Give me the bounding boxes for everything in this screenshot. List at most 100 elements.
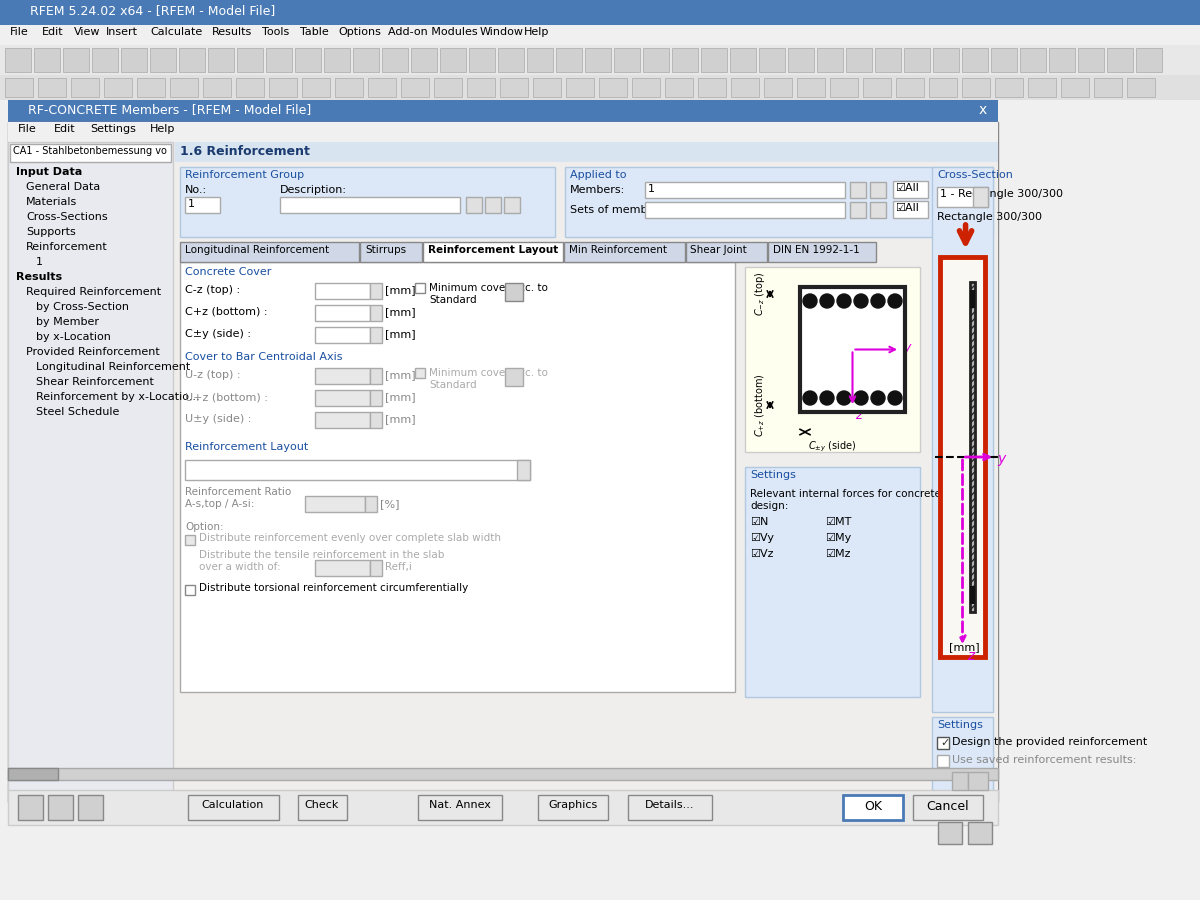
Text: Settings: Settings	[90, 124, 136, 134]
Bar	[0, 75, 1200, 100]
Text: Required Reinforcement: Required Reinforcement	[26, 287, 161, 297]
Bar	[8, 142, 173, 802]
Bar	[1061, 78, 1090, 97]
Text: Cross-Sections: Cross-Sections	[26, 212, 108, 222]
Bar	[937, 187, 988, 207]
Bar	[121, 48, 148, 72]
Text: 40.0: 40.0	[318, 414, 343, 424]
Text: Distribute the tensile reinforcement in the slab: Distribute the tensile reinforcement in …	[199, 550, 444, 560]
Bar	[968, 822, 992, 844]
Bar	[870, 182, 886, 198]
Text: C±y (side) :: C±y (side) :	[185, 329, 251, 339]
Bar	[185, 535, 194, 545]
Bar	[1127, 78, 1154, 97]
Text: Reinforcement Layout: Reinforcement Layout	[428, 245, 558, 255]
Circle shape	[820, 294, 834, 308]
Text: Calculate: Calculate	[150, 27, 203, 37]
Bar	[1136, 48, 1162, 72]
Bar	[38, 78, 66, 97]
Bar	[314, 560, 370, 576]
Bar	[517, 460, 530, 480]
Text: Options: Options	[338, 27, 380, 37]
Text: Shear Reinforcement: Shear Reinforcement	[36, 377, 154, 387]
Bar	[424, 242, 563, 262]
Text: 30.0: 30.0	[318, 285, 343, 295]
Text: [mm]: [mm]	[385, 307, 415, 317]
Text: Details...: Details...	[646, 800, 695, 810]
Bar	[415, 283, 425, 293]
Bar	[410, 48, 437, 72]
Text: Members:: Members:	[570, 185, 625, 195]
Bar	[370, 390, 382, 406]
Bar	[418, 795, 502, 820]
Bar	[34, 48, 60, 72]
Text: Add-on Modules: Add-on Modules	[388, 27, 478, 37]
Bar	[937, 737, 949, 749]
Bar	[434, 78, 462, 97]
Bar	[78, 795, 103, 820]
Circle shape	[854, 294, 868, 308]
Text: 1.6 Reinforcement: 1.6 Reinforcement	[180, 145, 310, 158]
Bar	[1094, 78, 1122, 97]
Bar	[632, 78, 660, 97]
Bar	[10, 144, 172, 162]
Text: Tools: Tools	[262, 27, 289, 37]
Text: -z (top) - +z (bottom) (optimized distribution): -z (top) - +z (bottom) (optimized distri…	[190, 462, 443, 472]
Bar	[236, 78, 264, 97]
Bar	[104, 78, 132, 97]
Bar	[370, 560, 382, 576]
Bar	[71, 78, 98, 97]
Bar	[0, 45, 1200, 75]
Text: ☑Vy: ☑Vy	[750, 533, 774, 543]
Bar	[8, 768, 58, 780]
Text: Distribute reinforcement evenly over complete slab width: Distribute reinforcement evenly over com…	[199, 533, 502, 543]
Bar	[586, 48, 611, 72]
Text: Reinforcement Layout: Reinforcement Layout	[185, 442, 308, 452]
Text: 40.0: 40.0	[318, 392, 343, 402]
Text: y: y	[904, 341, 911, 355]
Bar	[745, 267, 920, 452]
Bar	[527, 48, 553, 72]
Circle shape	[838, 294, 851, 308]
Text: Applied to: Applied to	[570, 170, 626, 180]
Text: U-z (top) :: U-z (top) :	[185, 370, 240, 380]
Bar	[180, 167, 554, 237]
Bar	[875, 48, 901, 72]
Bar	[280, 197, 460, 213]
Circle shape	[803, 391, 817, 405]
Text: Longitudinal Reinforcement: Longitudinal Reinforcement	[36, 362, 191, 372]
Bar	[934, 48, 959, 72]
Text: Standard: Standard	[430, 380, 476, 390]
Bar	[962, 48, 988, 72]
Text: by Cross-Section: by Cross-Section	[36, 302, 130, 312]
Bar	[185, 585, 194, 595]
Bar	[768, 242, 876, 262]
Bar	[314, 283, 370, 299]
Text: Cancel: Cancel	[926, 800, 970, 813]
Bar	[817, 48, 842, 72]
Bar	[505, 368, 523, 386]
Bar	[382, 48, 408, 72]
Bar	[208, 48, 234, 72]
Text: 30.0: 30.0	[318, 329, 343, 339]
Text: C+z (bottom) :: C+z (bottom) :	[185, 307, 268, 317]
Bar	[788, 48, 814, 72]
Bar	[830, 78, 858, 97]
Text: Use saved reinforcement results:: Use saved reinforcement results:	[952, 755, 1136, 765]
Bar	[932, 717, 994, 817]
Bar	[760, 48, 785, 72]
Bar	[269, 78, 298, 97]
Text: General Data: General Data	[26, 182, 101, 192]
Bar	[730, 48, 756, 72]
Text: Insert: Insert	[106, 27, 138, 37]
Bar	[800, 287, 905, 412]
Text: DIN EN 1992-1-1: DIN EN 1992-1-1	[773, 245, 859, 255]
Bar	[863, 78, 890, 97]
Text: Minimum cover acc. to: Minimum cover acc. to	[430, 368, 548, 378]
Bar	[353, 48, 379, 72]
Bar	[175, 142, 998, 802]
Text: ☑Mz: ☑Mz	[826, 549, 851, 559]
Bar	[1020, 48, 1046, 72]
Text: No.:: No.:	[185, 185, 208, 195]
Text: Description:: Description:	[280, 185, 347, 195]
